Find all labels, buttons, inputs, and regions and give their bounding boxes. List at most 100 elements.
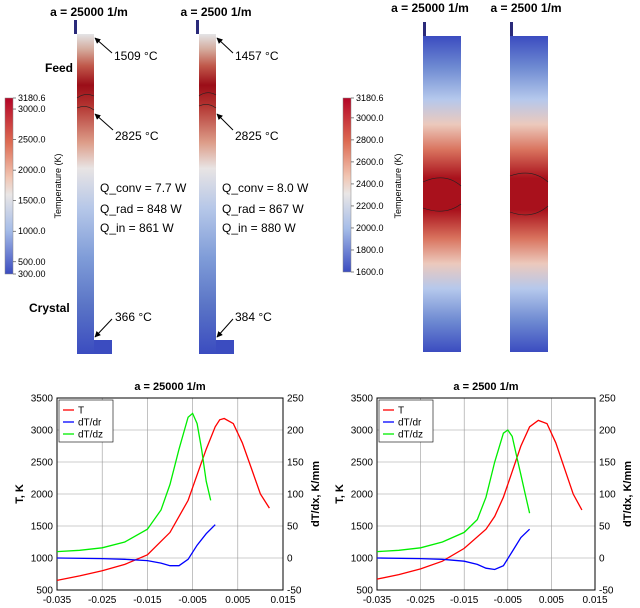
chart-title: a = 2500 1/m: [453, 381, 518, 393]
arrow-rod1-top: [94, 37, 113, 54]
ann-rod2-top: 1457 °C: [235, 49, 279, 63]
x-tick-label: 0.015: [582, 595, 607, 603]
q-conv-rod1: Q_conv = 7.7 W: [100, 181, 187, 195]
y-tick-label: 3500: [31, 394, 54, 405]
label-crystal: Crystal: [29, 301, 70, 315]
rod-1-isoline: [76, 106, 95, 111]
y2-axis-label: dT/dx, K/mm: [622, 461, 634, 527]
legend-label: dT/dr: [398, 418, 422, 429]
colorbar-tick-label: 2000.0: [356, 223, 384, 233]
rod-3-isoline: [422, 203, 462, 212]
y-axis-label: T, K: [334, 484, 346, 504]
rod-1-body: [77, 34, 94, 354]
colorbar-tick-label: 2200.0: [356, 201, 384, 211]
y-tick-label: 2500: [351, 458, 374, 469]
panel-title-1: a = 25000 1/m: [50, 5, 128, 19]
panel-title-4: a = 2500 1/m: [490, 1, 561, 15]
y2-tick-label: 250: [287, 394, 304, 405]
arrow-rod1-bottom: [94, 318, 113, 338]
q-in-rod2: Q_in = 880 W: [222, 221, 296, 235]
legend-label: T: [78, 406, 84, 417]
rod-2-body: [199, 34, 216, 354]
colorbar-tick-label: 2800.0: [356, 135, 384, 145]
colorbar-tick-label: 500.00: [18, 257, 46, 267]
rod-2-isoline: [198, 104, 217, 109]
y-tick-label: 2500: [31, 458, 54, 469]
chart-title: a = 25000 1/m: [134, 381, 205, 393]
legend-label: dT/dz: [78, 430, 103, 441]
rod-4-feed-rod: [510, 22, 513, 36]
panel-title-3: a = 25000 1/m: [391, 1, 469, 15]
rod-2: [196, 20, 234, 354]
y-tick-label: 3000: [351, 426, 374, 437]
q-conv-rod2: Q_conv = 8.0 W: [222, 181, 309, 195]
rod-1-isoline: [76, 94, 95, 99]
ann-rod1-mid: 2825 °C: [115, 129, 159, 143]
rod-4: [509, 22, 549, 352]
y-tick-label: 500: [356, 586, 373, 597]
x-tick-label: -0.015: [133, 595, 162, 603]
colorbar-right-ticks: 3180.6 3000.0 2800.0 2600.0 2400.0 2200.0 2000…: [351, 93, 384, 277]
label-feed: Feed: [45, 61, 73, 75]
rod-4-isoline: [509, 205, 549, 216]
y-tick-label: 3500: [351, 394, 374, 405]
ann-rod1-top: 1509 °C: [114, 49, 158, 63]
y-tick-label: 2000: [31, 490, 54, 501]
legend-box: [58, 399, 114, 443]
y-tick-label: 500: [36, 586, 53, 597]
colorbar-tick-label: 3180.6: [18, 93, 46, 103]
q-rad-rod2: Q_rad = 867 W: [222, 202, 304, 216]
colorbar-tick-label: 3000.0: [18, 104, 46, 114]
rod-3-body: [423, 36, 461, 352]
y-tick-label: 2000: [351, 490, 374, 501]
y2-tick-label: 0: [287, 554, 293, 565]
arrow-rod2-bottom: [216, 318, 234, 338]
y2-tick-label: 0: [599, 554, 605, 565]
legend-label: dT/dz: [398, 430, 423, 441]
x-tick-label: -0.025: [88, 595, 117, 603]
colorbar-tick-label: 300.00: [18, 269, 46, 279]
arrow-rod1-mid: [94, 113, 114, 131]
y2-tick-label: 200: [599, 426, 616, 437]
rod-4-body: [510, 36, 548, 352]
rod-3: [422, 22, 462, 352]
rod-2-feed-rod: [196, 20, 199, 34]
series-line-t: [376, 419, 583, 580]
rod-4-isoline: [509, 172, 549, 183]
y2-tick-label: -50: [599, 586, 614, 597]
y2-axis-label: dT/dx, K/mm: [310, 461, 322, 527]
x-tick-label: 0.005: [539, 595, 564, 603]
x-tick-label: -0.025: [406, 595, 435, 603]
y-tick-label: 1500: [351, 522, 374, 533]
q-in-rod1: Q_in = 861 W: [100, 221, 174, 235]
q-rad-rod1: Q_rad = 848 W: [100, 202, 182, 216]
series-line-dtdz: [56, 412, 212, 553]
y2-tick-label: 200: [287, 426, 304, 437]
y2-tick-label: 50: [287, 522, 299, 533]
top-right-panel: a = 25000 1/m a = 2500 1/m Temperature (…: [342, 1, 562, 352]
y2-tick-label: 250: [599, 394, 616, 405]
y-axis-label: T, K: [14, 484, 26, 504]
colorbar-tick-label: 1600.0: [356, 267, 384, 277]
rod-1: [74, 20, 112, 354]
colorbar-tick-label: 2000.0: [18, 165, 46, 175]
colorbar-left-title: Temperature (K): [53, 153, 63, 218]
x-tick-label: 0.005: [225, 595, 250, 603]
colorbar-tick-label: 1000.0: [18, 226, 46, 236]
series-line-dtdz: [376, 429, 531, 553]
series-line-dtdr: [376, 528, 531, 571]
y2-tick-label: 150: [599, 458, 616, 469]
x-tick-label: -0.005: [494, 595, 523, 603]
x-tick-label: -0.015: [450, 595, 479, 603]
legend-label: dT/dr: [78, 418, 102, 429]
arrow-rod2-top: [216, 37, 234, 54]
y2-tick-label: 100: [287, 490, 304, 501]
series-line-t: [56, 417, 270, 582]
colorbar-tick-label: 1500.0: [18, 196, 46, 206]
colorbar-right: [342, 97, 352, 273]
y-tick-label: 1500: [31, 522, 54, 533]
y2-tick-label: 150: [287, 458, 304, 469]
ann-rod2-mid: 2825 °C: [235, 129, 279, 143]
